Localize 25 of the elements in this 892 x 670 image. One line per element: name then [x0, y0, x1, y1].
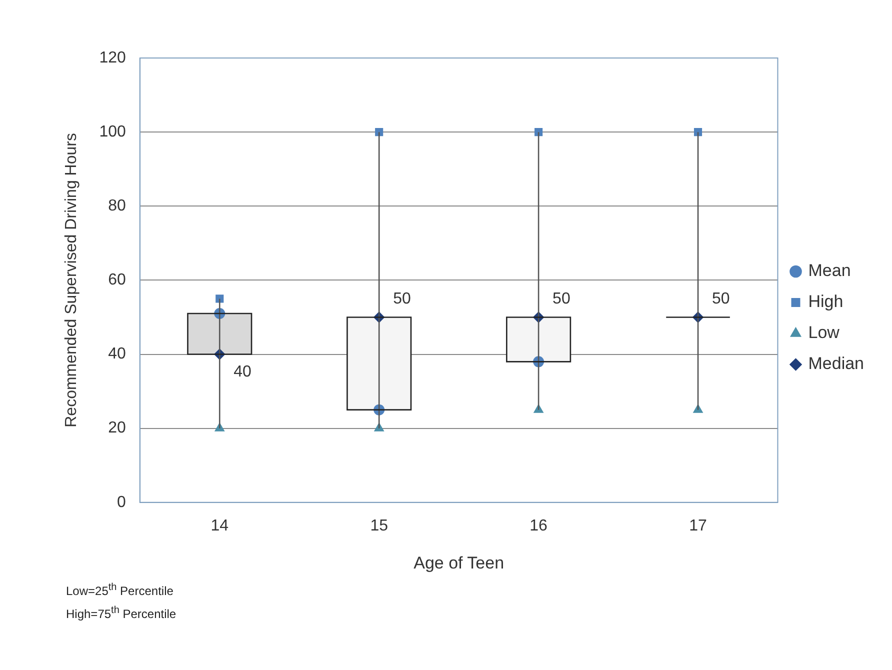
data-label: 50: [712, 290, 730, 308]
y-tick-label: 60: [108, 272, 126, 289]
y-tick-label: 40: [108, 346, 126, 363]
x-tick-label: 16: [530, 517, 548, 534]
x-axis-title: Age of Teen: [414, 553, 504, 572]
y-tick-label: 120: [99, 49, 126, 66]
point: [375, 128, 384, 136]
legend-label: Low: [808, 323, 840, 342]
legend-label: Median: [808, 354, 864, 374]
y-tick-label: 0: [116, 494, 126, 511]
y-tick-label: 80: [108, 198, 126, 215]
point: [534, 128, 543, 136]
data-label: 50: [393, 290, 411, 308]
data-label: 50: [552, 290, 570, 308]
y-axis-title: Recommended Supervised Driving Hours: [63, 133, 80, 428]
x-tick-label: 14: [210, 517, 229, 534]
y-tick-label: 20: [108, 420, 126, 437]
text: Low=25$^{th}$ Percentile: [66, 581, 174, 600]
text: High=75$^{th}$ Percentile: [66, 604, 178, 623]
y-tick-label: 100: [99, 123, 126, 140]
legend-label: High: [808, 292, 844, 312]
legend-label: Mean: [808, 261, 851, 280]
data-label: 40: [234, 364, 252, 381]
x-tick-label: 15: [370, 517, 388, 534]
x-tick-label: 17: [689, 517, 708, 534]
